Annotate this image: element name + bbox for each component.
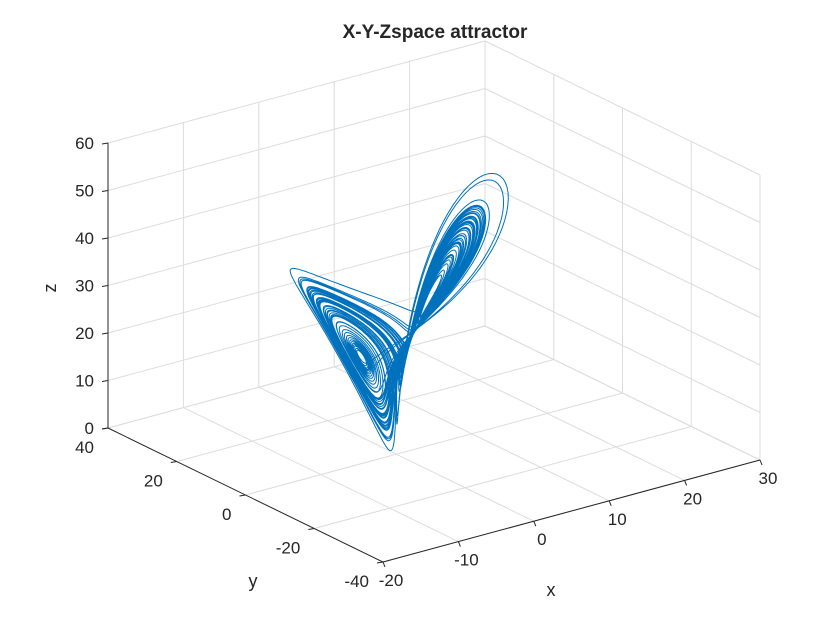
z-tick-mark: [101, 427, 109, 430]
z-tick-label: 10: [75, 372, 94, 391]
wall-grid-line: [107, 40, 486, 144]
y-tick-mark: [239, 494, 246, 497]
z-tick-label: 20: [75, 324, 94, 343]
wall-grid-line: [107, 325, 486, 429]
z-tick-mark: [101, 380, 109, 382]
y-tick-mark: [170, 461, 177, 463]
y-tick-mark: [308, 528, 315, 530]
y-tick-mark: [376, 561, 384, 564]
wall-grid-line: [107, 230, 486, 334]
y-tick-label: -20: [276, 539, 301, 558]
x-axis-label: x: [547, 580, 556, 600]
floor-grid-line: [245, 392, 623, 496]
z-tick-mark: [101, 285, 109, 287]
x-tick-label: -20: [379, 571, 404, 590]
wall-grid-line: [107, 88, 486, 191]
wall-grid-line: [484, 183, 761, 318]
z-axis-label: z: [40, 284, 60, 293]
x-tick-label: 0: [537, 530, 546, 549]
z-tick-mark: [101, 332, 109, 335]
z-tick-mark: [101, 237, 109, 240]
wall-grid-line: [484, 278, 761, 413]
chart-title: X-Y-Zspace attractor: [343, 22, 528, 43]
z-tick-label: 0: [85, 419, 94, 438]
x-tick-mark: [759, 459, 763, 466]
wall-grid-line: [484, 40, 761, 176]
y-tick-label: 20: [144, 472, 163, 491]
z-tick-label: 30: [75, 277, 94, 296]
x-tick-mark: [684, 480, 688, 486]
x-axis-line: [382, 459, 761, 563]
z-tick-mark: [101, 190, 109, 192]
axes: [101, 142, 763, 568]
wall-grid-line: [484, 325, 761, 461]
attractor-trajectory-line: [289, 172, 509, 452]
x-tick-mark: [382, 561, 386, 568]
y-tick-label: 0: [222, 505, 231, 524]
x-tick-mark: [457, 541, 461, 547]
z-tick-label: 40: [75, 229, 94, 248]
wall-grid-line: [107, 183, 486, 286]
z-tick-mark: [101, 142, 109, 145]
x-tick-mark: [533, 521, 537, 527]
z-tick-label: 60: [75, 134, 94, 153]
x-tick-label: 10: [608, 510, 627, 529]
y-tick-label: -40: [344, 572, 369, 591]
floor-grid-line: [176, 359, 554, 462]
trajectory-series: [289, 172, 509, 452]
x-tick-label: 30: [759, 469, 778, 488]
wall-grid-line: [484, 135, 761, 271]
wall-grid-line: [484, 230, 761, 366]
x-tick-label: 20: [683, 489, 702, 508]
y-axis-label: y: [249, 571, 258, 591]
x-tick-mark: [608, 500, 612, 506]
wall-grid-line: [107, 135, 486, 239]
z-tick-label: 50: [75, 182, 94, 201]
wall-grid-line: [484, 88, 761, 223]
x-tick-label: -10: [454, 551, 479, 570]
y-tick-label: 40: [75, 438, 94, 457]
floor-grid-line: [314, 426, 692, 529]
